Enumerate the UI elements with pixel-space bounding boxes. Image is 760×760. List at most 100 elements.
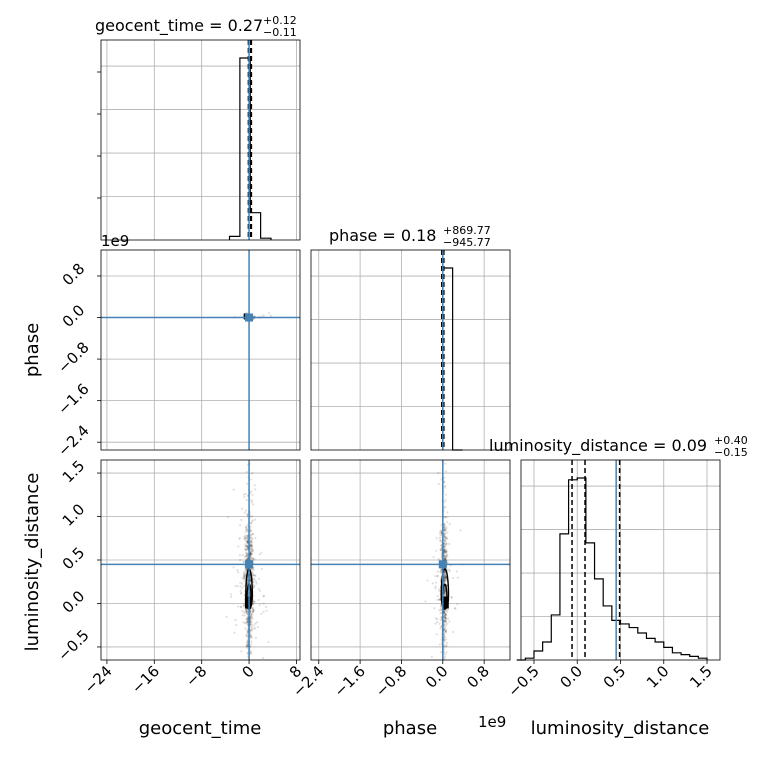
scatter-geocent-time-vs-luminosity-distance-point [252,609,255,612]
xtick-label-luminosity_distance-3: 1.0 [643,662,673,692]
scatter-phase-vs-luminosity-distance-point [443,615,446,618]
scatter-geocent-time-vs-luminosity-distance-point [246,552,249,556]
scatter-phase-vs-luminosity-distance-point [444,542,447,546]
scatter-geocent-time-vs-luminosity-distance-point [246,545,249,549]
scatter-geocent-time-vs-luminosity-distance-point [245,644,248,647]
scatter-geocent-time-vs-luminosity-distance-point [253,484,256,487]
scatter-geocent-time-vs-luminosity-distance-point [249,553,253,556]
scatter-geocent-time-vs-luminosity-distance-point [244,525,247,529]
scatter-geocent-time-vs-luminosity-distance-point [250,544,254,548]
scatter-geocent-time-vs-luminosity-distance-point [253,600,256,604]
scatter-geocent-time-vs-luminosity-distance-point [242,604,245,607]
scatter-geocent-time-vs-luminosity-distance-point [243,573,246,576]
scatter-phase-vs-luminosity-distance-point [444,573,447,576]
scatter-phase-vs-luminosity-distance-point [440,616,443,619]
ytick-label-luminosity_distance-3: 0.0 [59,587,89,617]
scatter-phase-vs-luminosity-distance-point [444,484,447,488]
scatter-geocent-time-vs-luminosity-distance-point [251,606,254,610]
scatter-phase-vs-luminosity-distance-point [443,589,447,592]
scatter-geocent-time-vs-luminosity-distance-point [245,537,248,540]
offset-label-geocent-time: 1e9 [101,232,129,250]
scatter-geocent-time-vs-luminosity-distance-point [243,575,246,578]
scatter-geocent-time-vs-luminosity-distance-point [250,501,253,504]
scatter-phase-vs-luminosity-distance-point [424,600,427,603]
scatter-phase-vs-luminosity-distance-point [444,493,447,496]
scatter-phase-vs-luminosity-distance-point [444,629,447,633]
scatter-geocent-time-vs-luminosity-distance-point [246,617,249,621]
scatter-geocent-time-vs-luminosity-distance-point [249,525,252,528]
scatter-geocent-time-vs-luminosity-distance-point [250,544,253,547]
scatter-geocent-time-vs-luminosity-distance-point [244,574,247,577]
scatter-phase-vs-luminosity-distance-point [446,608,449,612]
scatter-phase-vs-luminosity-distance-point [444,535,447,538]
scatter-geocent-time-vs-luminosity-distance-point [236,569,239,572]
scatter-geocent-time-vs-luminosity-distance-point [244,627,247,630]
scatter-geocent-time-vs-luminosity-distance-point [245,529,248,532]
title-geocent-time-minus: −0.11 [263,26,297,39]
scatter-geocent-time-vs-luminosity-distance-point [244,535,247,539]
scatter-geocent-time-vs-luminosity-distance-point [250,529,253,533]
xtick-label-geocent_time-0: −24 [81,662,116,697]
scatter-phase-vs-luminosity-distance-point [443,618,446,621]
scatter-phase-vs-luminosity-distance-point [435,633,438,636]
scatter-phase-vs-luminosity-distance-point [445,555,448,558]
scatter-phase-vs-luminosity-distance-point [444,613,447,616]
truth-marker-geocent_time-vs-luminosity_distance [245,560,254,569]
scatter-geocent-time-vs-luminosity-distance-point [246,536,249,539]
ytick-label-luminosity_distance-1: 1.0 [59,500,89,530]
scatter-geocent-time-vs-luminosity-distance-point [239,585,242,588]
scatter-geocent-time-vs-luminosity-distance-point [244,526,248,529]
scatter-phase-vs-luminosity-distance-point [439,548,442,551]
scatter-geocent-time-vs-luminosity-distance-point [245,568,248,571]
y-axis-label-phase: phase [22,323,43,377]
scatter-geocent-time-vs-luminosity-distance-point [250,539,253,543]
title-luminosity-distance-plus: +0.40 [714,434,748,447]
scatter-geocent-time-vs-luminosity-distance-point [253,574,256,577]
scatter-phase-vs-luminosity-distance-point [443,616,447,619]
histogram-geocent_time [228,57,272,240]
scatter-phase-vs-luminosity-distance-point [444,644,448,647]
scatter-phase-vs-luminosity-distance-point [445,638,448,641]
scatter-geocent-time-vs-luminosity-distance-point [240,650,243,653]
scatter-phase-vs-luminosity-distance-point [444,619,447,623]
scatter-geocent-time-vs-luminosity-distance-point [243,576,247,579]
scatter-geocent-time-vs-luminosity-distance-point [245,618,248,621]
x-axis-label-phase: phase [383,718,437,739]
scatter-geocent-time-vs-luminosity-distance-point [243,555,246,558]
scatter-geocent-time-vs-luminosity-distance-point [245,567,248,571]
scatter-phase-vs-luminosity-distance-point [445,550,448,553]
scatter-phase-vs-luminosity-distance-point [434,617,438,620]
scatter-geocent-time-vs-luminosity-distance-point [246,545,249,548]
scatter-phase-vs-luminosity-distance-point [438,539,442,542]
scatter-phase-vs-luminosity-distance-point [444,550,447,553]
scatter-geocent-time-vs-luminosity-distance-point [249,552,252,555]
scatter-phase-vs-luminosity-distance-point [443,579,447,582]
scatter-geocent-time-vs-luminosity-distance-point [239,592,242,595]
scatter-geocent-time-vs-luminosity-distance-point [258,589,262,592]
scatter-geocent-time-vs-luminosity-distance-point [252,532,255,536]
scatter-phase-vs-luminosity-distance-point [446,516,449,519]
scatter-geocent-time-vs-luminosity-distance-point [242,561,246,564]
scatter-geocent-time-vs-luminosity-distance-point [251,610,255,613]
scatter-geocent-time-vs-luminosity-distance-point [234,584,237,587]
title-phase-plus: +869.77 [443,224,491,237]
scatter-phase-vs-luminosity-distance-point [434,575,437,578]
scatter-geocent-time-vs-luminosity-distance-point [250,550,254,553]
scatter-phase-vs-luminosity-distance-point [443,591,446,594]
scatter-phase-vs-luminosity-distance-point [435,549,438,553]
scatter-geocent-time-vs-luminosity-distance-point [250,552,253,555]
scatter-phase-vs-luminosity-distance-point [444,549,447,552]
scatter-phase-vs-luminosity-distance-point [443,631,446,634]
truth-marker-geocent_time-vs-phase [245,313,254,322]
scatter-phase-vs-luminosity-distance-point [443,619,446,622]
scatter-geocent-time-vs-luminosity-distance-point [252,557,255,560]
ytick-label-phase-2: −0.8 [54,338,92,376]
scatter-geocent-time-vs-luminosity-distance-point [254,536,257,540]
scatter-geocent-time-vs-luminosity-distance-point [260,567,264,571]
scatter-geocent-time-vs-luminosity-distance-point [246,557,249,560]
scatter-phase-vs-luminosity-distance-point [443,615,446,618]
scatter-geocent-time-vs-luminosity-distance-point [250,547,253,551]
scatter-geocent-time-vs-luminosity-distance-point [246,548,249,551]
scatter-phase-vs-luminosity-distance-point [443,632,446,635]
scatter-geocent-time-vs-luminosity-distance-point [249,522,252,525]
